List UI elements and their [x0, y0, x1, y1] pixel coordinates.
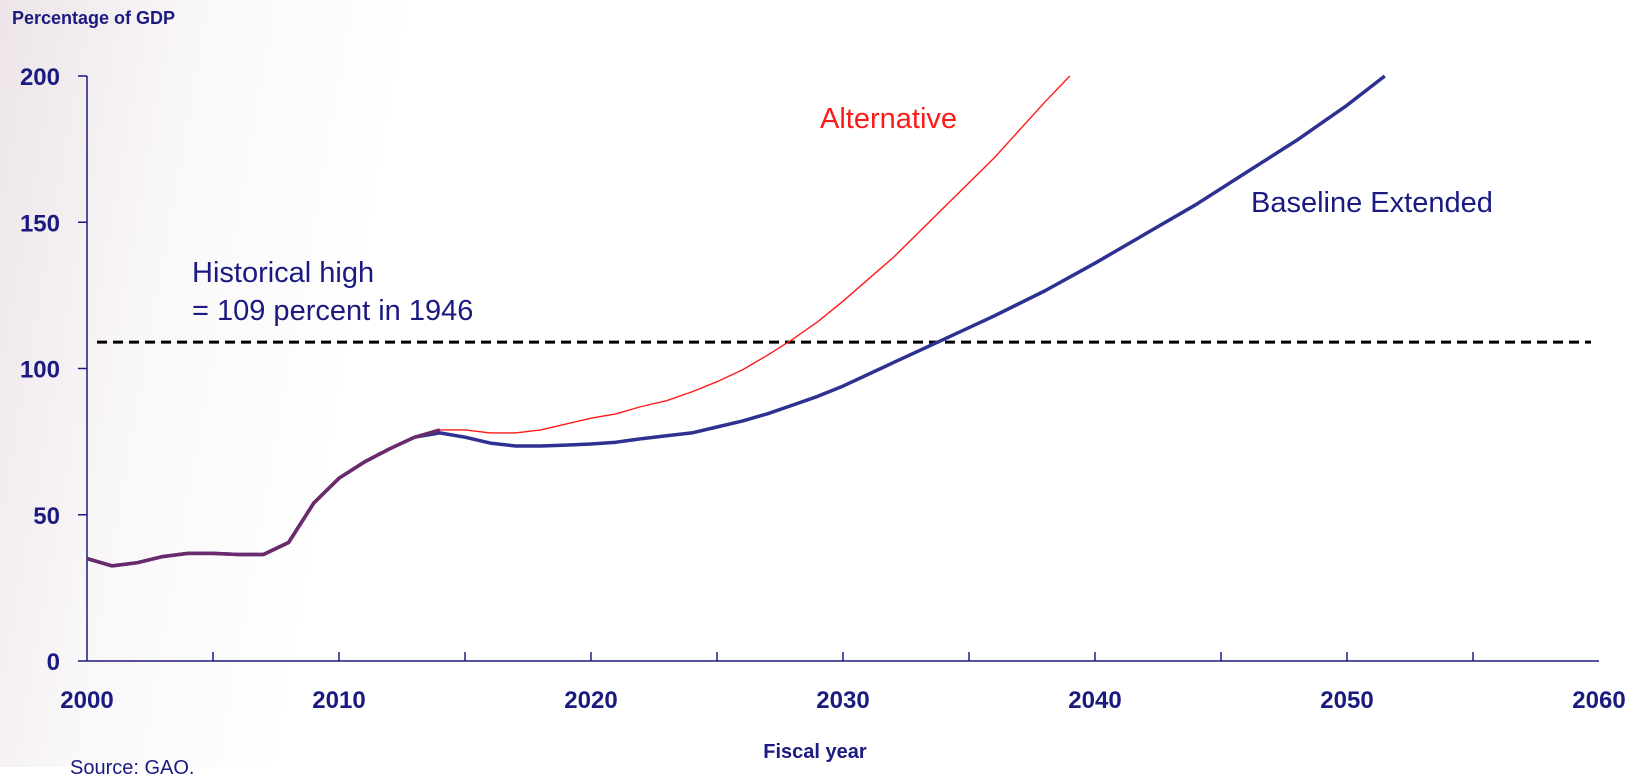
- annotation-historical-high: Historical high: [192, 257, 374, 289]
- annotation-historical-value: = 109 percent in 1946: [192, 295, 473, 327]
- x-tick-label: 2030: [816, 687, 869, 714]
- annotation-alternative: Alternative: [820, 103, 957, 135]
- x-axis-label: Fiscal year: [763, 741, 867, 763]
- x-tick-label: 2040: [1068, 687, 1121, 714]
- y-tick-label: 100: [20, 357, 60, 384]
- annotation-baseline-extended: Baseline Extended: [1251, 187, 1493, 219]
- series-overlap-line: [86, 428, 441, 568]
- y-tick-label: 200: [20, 64, 60, 91]
- x-tick-label: 2000: [60, 687, 113, 714]
- y-tick-label: 0: [47, 649, 60, 676]
- x-tick-label: 2020: [564, 687, 617, 714]
- y-axis-label: Percentage of GDP: [12, 8, 176, 28]
- y-tick-label: 50: [33, 503, 60, 530]
- x-tick-label: 2010: [312, 687, 365, 714]
- x-tick-label: 2050: [1320, 687, 1373, 714]
- y-tick-label: 150: [20, 210, 60, 237]
- x-tick-label: 2060: [1572, 687, 1625, 714]
